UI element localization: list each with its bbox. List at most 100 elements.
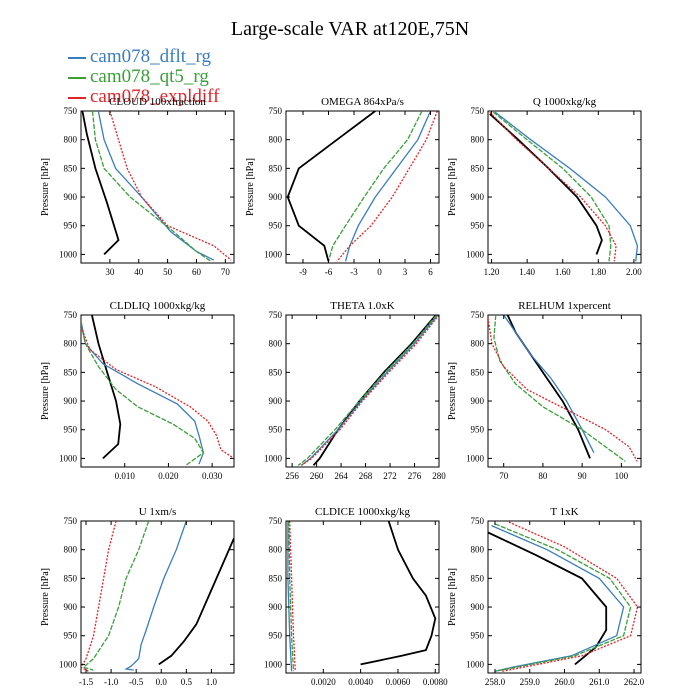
panel-title: Q 1000xkg/kg <box>533 96 597 108</box>
x-tick-label: 260.0 <box>554 677 575 687</box>
series-line <box>91 111 212 262</box>
x-tick-label: -0.5 <box>129 677 144 687</box>
y-tick-label: 750 <box>269 516 283 526</box>
y-tick-label: 800 <box>471 545 485 555</box>
x-tick-label: 60 <box>192 267 202 277</box>
series-line <box>493 315 626 462</box>
y-tick-label: 900 <box>471 396 485 406</box>
x-tick-label: 100 <box>615 471 629 481</box>
y-tick-label: 850 <box>269 163 283 173</box>
y-tick-label: 750 <box>269 310 283 320</box>
x-tick-label: 259.0 <box>520 677 541 687</box>
x-tick-label: 6 <box>428 267 433 277</box>
x-tick-label: 3 <box>403 267 408 277</box>
legend-label: cam078_qt5_rg <box>90 66 209 87</box>
plot-frame <box>487 314 642 468</box>
y-axis-label: Pressure [hPa] <box>245 158 256 216</box>
x-tick-label: 1.60 <box>555 267 571 277</box>
x-tick-label: 0.0080 <box>423 677 448 687</box>
plot-frame <box>285 520 440 674</box>
y-axis-label: Pressure [hPa] <box>447 158 458 216</box>
y-tick-label: 950 <box>269 631 283 641</box>
series-line <box>489 113 603 255</box>
x-tick-label: 260 <box>310 471 324 481</box>
y-axis-label: Pressure [hPa] <box>40 362 51 420</box>
y-axis-label: Pressure [hPa] <box>40 158 51 216</box>
y-tick-label: 850 <box>269 573 283 583</box>
series-line <box>158 537 234 666</box>
y-tick-label: 900 <box>64 192 78 202</box>
x-tick-label: 261.0 <box>589 677 610 687</box>
y-tick-label: 750 <box>64 106 78 116</box>
x-tick-label: 1.0 <box>206 677 218 687</box>
x-tick-label: 1.20 <box>484 267 500 277</box>
x-tick-label: 1.40 <box>519 267 535 277</box>
y-tick-label: 1000 <box>264 249 283 259</box>
y-tick-label: 900 <box>269 396 283 406</box>
y-tick-label: 900 <box>471 602 485 612</box>
legend-swatch <box>68 56 86 59</box>
y-tick-label: 850 <box>64 367 78 377</box>
y-tick-label: 950 <box>64 221 78 231</box>
x-tick-label: -9 <box>299 267 307 277</box>
series-line <box>81 521 117 672</box>
y-tick-label: 800 <box>269 135 283 145</box>
y-axis-label: Pressure [hPa] <box>447 362 458 420</box>
series-line <box>91 315 122 460</box>
y-tick-label: 800 <box>269 339 283 349</box>
x-tick-label: 0.030 <box>202 471 223 481</box>
y-tick-label: 750 <box>471 310 485 320</box>
x-tick-label: -1.0 <box>104 677 119 687</box>
y-tick-label: 900 <box>471 192 485 202</box>
series-line <box>312 315 437 466</box>
x-tick-label: 0.010 <box>115 471 136 481</box>
y-tick-label: 800 <box>471 339 485 349</box>
x-tick-label: 70 <box>499 471 509 481</box>
x-tick-label: 268 <box>359 471 373 481</box>
x-tick-label: 0.0 <box>156 677 168 687</box>
series-line <box>336 111 438 262</box>
series-line <box>124 521 187 671</box>
series-line <box>501 521 639 672</box>
x-tick-label: 276 <box>408 471 422 481</box>
y-tick-label: 1000 <box>264 453 283 463</box>
series-line <box>494 523 632 672</box>
y-tick-label: 950 <box>471 425 485 435</box>
y-tick-label: 950 <box>471 221 485 231</box>
y-tick-label: 950 <box>269 425 283 435</box>
legend-swatch <box>68 96 86 99</box>
panel-title: OMEGA 864xPa/s <box>321 96 404 108</box>
panel-title: U 1xm/s <box>139 506 177 518</box>
chart-title: Large-scale VAR at120E,75N <box>230 18 470 40</box>
y-tick-label: 800 <box>471 135 485 145</box>
y-tick-label: 950 <box>64 425 78 435</box>
series-line <box>494 111 639 262</box>
legend-entry-qt5: cam078_qt5_rg <box>68 66 209 88</box>
y-tick-label: 950 <box>471 631 485 641</box>
plot-frame <box>285 110 440 264</box>
series-line <box>488 317 638 462</box>
series-line <box>300 315 439 466</box>
series-line <box>81 326 234 459</box>
series-line <box>81 323 205 466</box>
series-line <box>360 521 437 666</box>
series-line <box>300 315 439 466</box>
y-tick-label: 1000 <box>466 249 485 259</box>
series-line <box>344 111 432 262</box>
x-tick-label: 50 <box>163 267 173 277</box>
y-tick-label: 1000 <box>466 659 485 669</box>
x-tick-label: 40 <box>134 267 144 277</box>
series-line <box>327 111 423 262</box>
x-tick-label: 70 <box>221 267 231 277</box>
y-tick-label: 750 <box>269 106 283 116</box>
y-tick-label: 850 <box>471 573 485 583</box>
y-tick-label: 850 <box>471 163 485 173</box>
series-line <box>488 531 608 666</box>
plot-frame <box>80 314 235 468</box>
panel-7: 750 800 850 900 950 1000-1.5 -1.0 -0.5 0.0 0.5 1.0… <box>40 506 235 687</box>
x-tick-label: 0.0040 <box>348 677 373 687</box>
x-tick-label: 2.00 <box>626 267 642 277</box>
y-tick-label: 850 <box>64 573 78 583</box>
panel-6: 750 800 850 900 950 1000 70 80 90 100 RELHUM 1xper… <box>447 300 642 481</box>
